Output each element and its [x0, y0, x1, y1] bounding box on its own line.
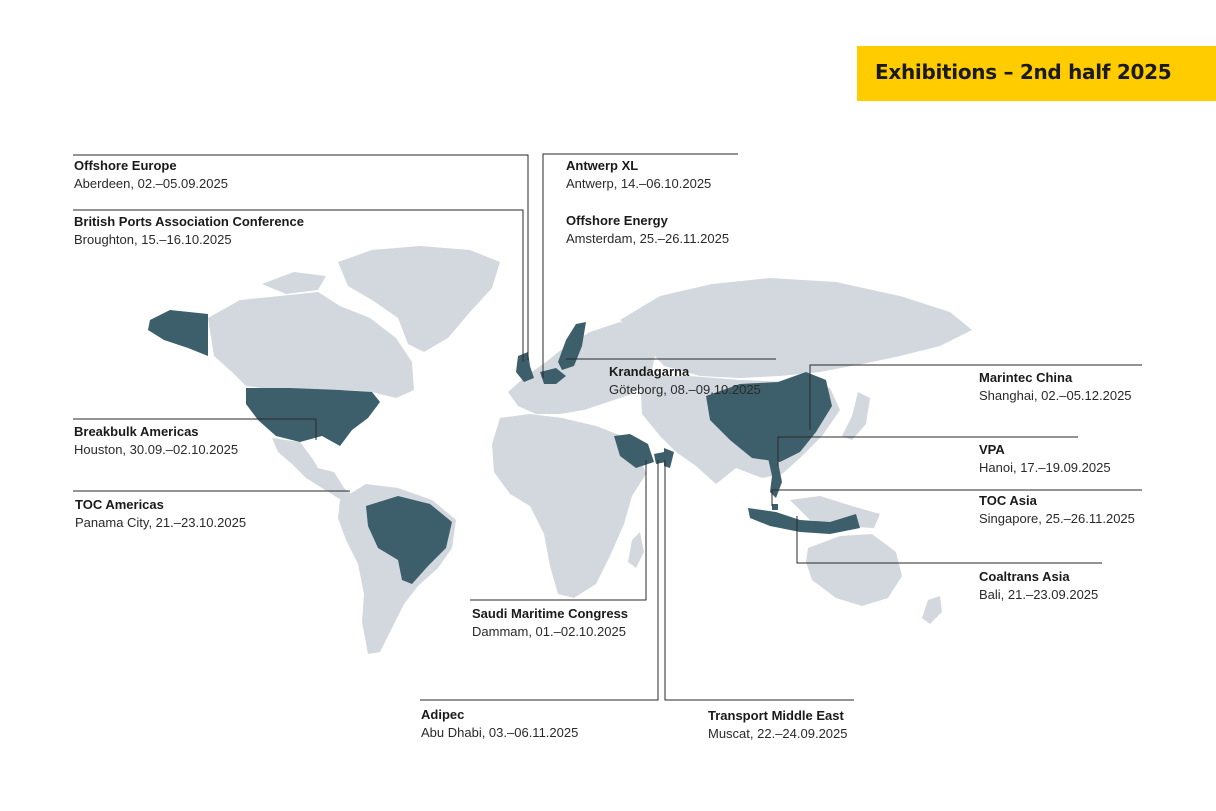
leader-british-ports: [73, 209, 524, 362]
event-offshore-energy: Offshore Energy Amsterdam, 25.–26.11.202…: [566, 212, 729, 248]
event-saudi-maritime: Saudi Maritime Congress Dammam, 01.–02.1…: [472, 605, 628, 641]
leader-saudi: [470, 460, 647, 601]
highlight-alaska: [148, 310, 208, 356]
event-offshore-europe: Offshore Europe Aberdeen, 02.–05.09.2025: [74, 157, 228, 193]
land-europe: [508, 322, 656, 414]
highlight-saudi-arabia: [614, 434, 654, 468]
event-place-date: Singapore, 25.–26.11.2025: [979, 511, 1135, 526]
leader-marintec: [809, 364, 1142, 430]
leader-breakbulk: [73, 418, 317, 440]
event-name: Antwerp XL: [566, 158, 639, 173]
event-name: Coaltrans Asia: [979, 569, 1070, 584]
land-greenland: [338, 246, 500, 352]
event-place-date: Hanoi, 17.–19.09.2025: [979, 460, 1111, 475]
event-breakbulk-americas: Breakbulk Americas Houston, 30.09.–02.10…: [74, 423, 238, 459]
leader-antwerp-xl: [542, 153, 738, 378]
land-japan: [842, 392, 870, 440]
event-name: Breakbulk Americas: [74, 424, 199, 439]
land-mexico: [272, 438, 356, 506]
event-krandagarna: Krandagarna Göteborg, 08.–09.10.2025: [609, 363, 761, 399]
event-place-date: Göteborg, 08.–09.10.2025: [609, 382, 761, 397]
event-british-ports: British Ports Association Conference Bro…: [74, 213, 304, 249]
event-name: Transport Middle East: [708, 708, 844, 723]
land-canada: [208, 292, 414, 398]
highlight-singapore: [772, 504, 778, 510]
page-title: Exhibitions – 2nd half 2025: [875, 60, 1172, 84]
event-place-date: Aberdeen, 02.–05.09.2025: [74, 176, 228, 191]
leader-transport-me: [664, 460, 854, 701]
land-new-zealand: [922, 596, 942, 624]
land-north-asia: [620, 278, 972, 378]
event-place-date: Broughton, 15.–16.10.2025: [74, 232, 232, 247]
event-place-date: Amsterdam, 25.–26.11.2025: [566, 231, 730, 246]
event-adipec: Adipec Abu Dhabi, 03.–06.11.2025: [421, 706, 578, 742]
land-madagascar: [628, 532, 644, 568]
highlight-china: [706, 372, 832, 462]
event-name: Offshore Europe: [74, 158, 177, 173]
event-place-date: Houston, 30.09.–02.10.2025: [74, 442, 239, 457]
highlight-uae: [654, 452, 666, 464]
highlight-vietnam: [768, 458, 782, 498]
event-place-date: Abu Dhabi, 03.–06.11.2025: [421, 725, 579, 740]
event-name: Krandagarna: [609, 364, 690, 379]
event-place-date: Dammam, 01.–02.10.2025: [472, 624, 626, 639]
highlight-usa: [246, 388, 380, 446]
event-place-date: Antwerp, 14.–06.10.2025: [566, 176, 712, 191]
highlight-oman: [664, 448, 674, 468]
land-australia: [806, 534, 902, 606]
event-place-date: Bali, 21.–23.09.2025: [979, 587, 1099, 602]
event-name: British Ports Association Conference: [74, 214, 304, 229]
highlight-netherlands: [540, 368, 566, 384]
event-coaltrans-asia: Coaltrans Asia Bali, 21.–23.09.2025: [979, 568, 1098, 604]
event-place-date: Panama City, 21.–23.10.2025: [75, 515, 247, 530]
event-name: Saudi Maritime Congress: [472, 606, 629, 621]
event-place-date: Shanghai, 02.–05.12.2025: [979, 388, 1132, 403]
event-name: TOC Americas: [75, 497, 164, 512]
event-name: Adipec: [421, 707, 465, 722]
event-marintec-china: Marintec China Shanghai, 02.–05.12.2025: [979, 369, 1132, 405]
event-name: Marintec China: [979, 370, 1073, 385]
event-name: Offshore Energy: [566, 213, 668, 228]
leader-offshore-europe: [73, 154, 529, 360]
leader-adipec: [420, 460, 659, 701]
event-toc-americas: TOC Americas Panama City, 21.–23.10.2025: [75, 496, 246, 532]
land-arctic-islands: [262, 272, 326, 294]
title-banner: Exhibitions – 2nd half 2025: [857, 46, 1216, 101]
event-antwerp-xl: Antwerp XL Antwerp, 14.–06.10.2025: [566, 157, 711, 193]
event-place-date: Muscat, 22.–24.09.2025: [708, 726, 848, 741]
event-name: TOC Asia: [979, 493, 1037, 508]
land-africa: [492, 414, 646, 598]
highlight-uk: [516, 352, 534, 382]
event-name: VPA: [979, 442, 1005, 457]
highlight-indonesia: [748, 508, 860, 534]
leader-coaltrans: [796, 516, 1102, 564]
leader-vpa: [777, 436, 1078, 466]
event-toc-asia: TOC Asia Singapore, 25.–26.11.2025: [979, 492, 1135, 528]
event-vpa: VPA Hanoi, 17.–19.09.2025: [979, 441, 1111, 477]
leader-toc-asia: [771, 489, 1142, 506]
event-transport-middle-east: Transport Middle East Muscat, 22.–24.09.…: [708, 707, 848, 743]
highlight-sweden: [558, 322, 586, 370]
highlight-brazil: [366, 496, 452, 584]
